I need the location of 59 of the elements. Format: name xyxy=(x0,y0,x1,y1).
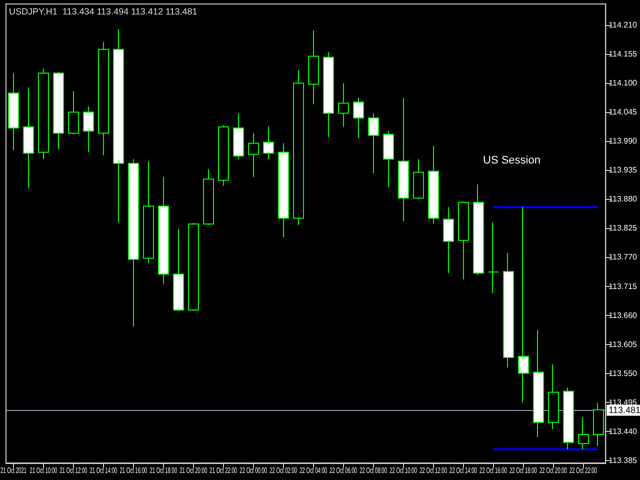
y-tick-label: 113.660 xyxy=(608,310,638,320)
candlestick xyxy=(68,90,79,135)
candlestick xyxy=(83,106,94,153)
candlestick xyxy=(533,330,544,438)
candlestick xyxy=(368,112,379,174)
candlestick xyxy=(158,176,169,285)
candlestick xyxy=(308,30,319,105)
candlestick xyxy=(473,184,484,276)
candlestick xyxy=(578,416,589,450)
candlestick xyxy=(383,130,394,188)
y-tick-label: 113.715 xyxy=(608,282,638,291)
candlestick xyxy=(398,97,409,222)
y-tick-label: 113.880 xyxy=(608,194,638,204)
candlestick xyxy=(593,402,604,447)
candlestick xyxy=(143,160,154,264)
candlestick xyxy=(518,206,529,403)
y-tick-label: 114.045 xyxy=(608,108,638,117)
candlestick xyxy=(128,158,139,327)
y-tick-label: 113.990 xyxy=(608,136,638,146)
y-tick-label: 114.155 xyxy=(608,50,638,59)
candlestick xyxy=(203,168,214,226)
candlestick xyxy=(488,222,499,294)
y-tick-label: 113.605 xyxy=(608,340,638,349)
y-tick-label: 113.935 xyxy=(608,166,638,175)
candlestick xyxy=(98,41,109,156)
y-tick-label: 114.100 xyxy=(608,78,638,88)
candlestick xyxy=(338,82,349,128)
y-tick-label: 113.495 xyxy=(608,398,638,407)
candlestick xyxy=(413,158,424,200)
y-tick-label: 113.440 xyxy=(608,426,638,436)
candlestick xyxy=(278,142,289,238)
candlestick xyxy=(323,52,334,138)
candlestick xyxy=(248,132,259,178)
candlestick xyxy=(188,222,199,312)
candlestick xyxy=(293,69,304,226)
candlestick xyxy=(548,364,559,430)
candlestick xyxy=(263,126,274,160)
candlestick xyxy=(113,28,124,223)
candlestick xyxy=(173,228,184,312)
y-tick-label: 114.210 xyxy=(608,20,638,30)
y-tick-label: 113.770 xyxy=(608,252,638,262)
candlestick xyxy=(8,72,19,151)
candlestick xyxy=(428,145,439,225)
y-tick-label: 113.825 xyxy=(608,224,638,233)
candlestick xyxy=(218,124,229,187)
y-tick-label: 113.550 xyxy=(608,368,638,378)
candlestick xyxy=(503,252,514,368)
candlestick xyxy=(563,387,574,450)
annotation: US Session xyxy=(483,154,540,166)
candlestick xyxy=(53,72,64,150)
ref-line-label: 113.481 xyxy=(608,405,640,416)
candlestick xyxy=(233,112,244,160)
candlestick xyxy=(443,206,454,274)
y-tick-label: 113.385 xyxy=(608,456,638,465)
candlestick xyxy=(38,68,49,160)
chart-title: USDJPY,H1 113.434 113.494 113.412 113.481 xyxy=(9,6,198,16)
candlestick xyxy=(458,200,469,280)
candlestick xyxy=(353,96,364,139)
candlestick xyxy=(23,86,34,189)
